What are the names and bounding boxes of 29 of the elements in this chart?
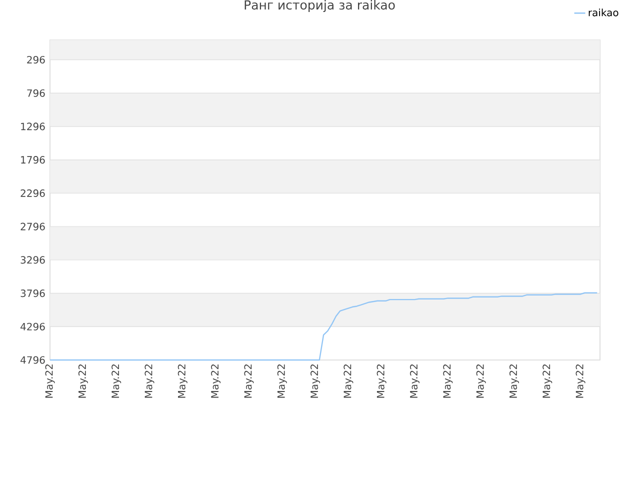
x-tick-label: May.22 [45,364,55,398]
x-tick-label: May.22 [211,364,221,398]
x-tick-label: May.22 [277,364,287,398]
x-tick-label: May.22 [112,364,122,398]
y-tick-label: 3296 [20,256,45,264]
x-tick-label: May.22 [344,364,354,398]
x-tick-label: May.22 [78,364,88,398]
y-tick-label: 1796 [21,156,45,164]
x-tick-label: May.22 [443,364,453,398]
y-tick-label: 796 [27,89,45,97]
x-tick-label: May.22 [178,364,188,398]
chart-title: Ранг историја за raikao [244,0,395,12]
x-tick-label: May.22 [376,364,386,398]
y-tick-label: 3796 [20,289,45,298]
x-tick-label: May.22 [476,364,486,398]
x-tick-label: May.22 [244,364,254,398]
y-tick-label: 4296 [20,322,45,330]
x-tick-label: May.22 [576,364,586,398]
x-tick-label: May.22 [509,364,519,398]
x-tick-label: May.22 [542,364,552,398]
x-tick-label: May.22 [310,364,320,398]
y-tick-label: 4796 [20,356,45,364]
y-tick-label: 2796 [20,222,45,230]
legend-label: raikao [588,8,618,16]
x-tick-label: May.22 [410,364,420,398]
y-tick-label: 296 [27,56,45,64]
y-tick-label: 2296 [20,189,45,197]
y-tick-label: 1296 [21,122,45,130]
x-tick-label: May.22 [144,364,154,398]
